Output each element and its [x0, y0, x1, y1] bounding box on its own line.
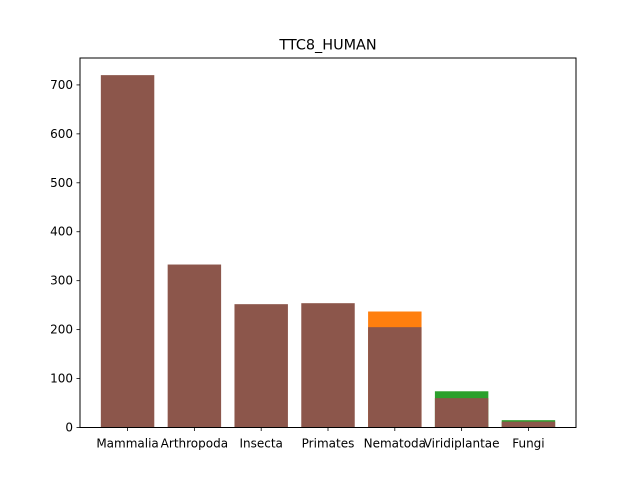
plot-area	[100, 75, 556, 428]
x-tick-label: Fungi	[512, 437, 544, 451]
bar-fungi-s2	[501, 421, 556, 428]
x-tick-label: Mammalia	[96, 437, 158, 451]
bar-viridiplantae-s2	[434, 398, 489, 428]
y-tick-label: 100	[50, 372, 73, 386]
bar-arthropoda-s2	[167, 264, 222, 428]
bar-insecta-s2	[234, 304, 288, 428]
y-tick-label: 300	[50, 274, 73, 288]
x-tick-label: Arthropoda	[161, 437, 228, 451]
bar-nematoda-s2	[368, 327, 422, 428]
x-tick-label: Viridiplantae	[424, 437, 500, 451]
x-axis: Mammalia Arthropoda Insecta Primates Nematod…	[96, 427, 545, 451]
bar-mammalia-s2	[100, 75, 155, 428]
y-tick-label: 500	[50, 176, 73, 190]
chart-title: TTC8_HUMAN	[278, 38, 376, 54]
x-tick-label: Primates	[302, 437, 355, 451]
x-tick-label: Nematoda	[364, 437, 426, 451]
x-tick-label: Insecta	[239, 437, 282, 451]
y-axis: 0 100 200 300 400 500 600 700	[50, 78, 80, 435]
y-tick-label: 600	[50, 127, 73, 141]
y-tick-label: 200	[50, 323, 73, 337]
bar-primates-s2	[301, 303, 355, 428]
y-tick-label: 400	[50, 225, 73, 239]
y-tick-label: 700	[50, 78, 73, 92]
y-tick-label: 0	[65, 421, 73, 435]
